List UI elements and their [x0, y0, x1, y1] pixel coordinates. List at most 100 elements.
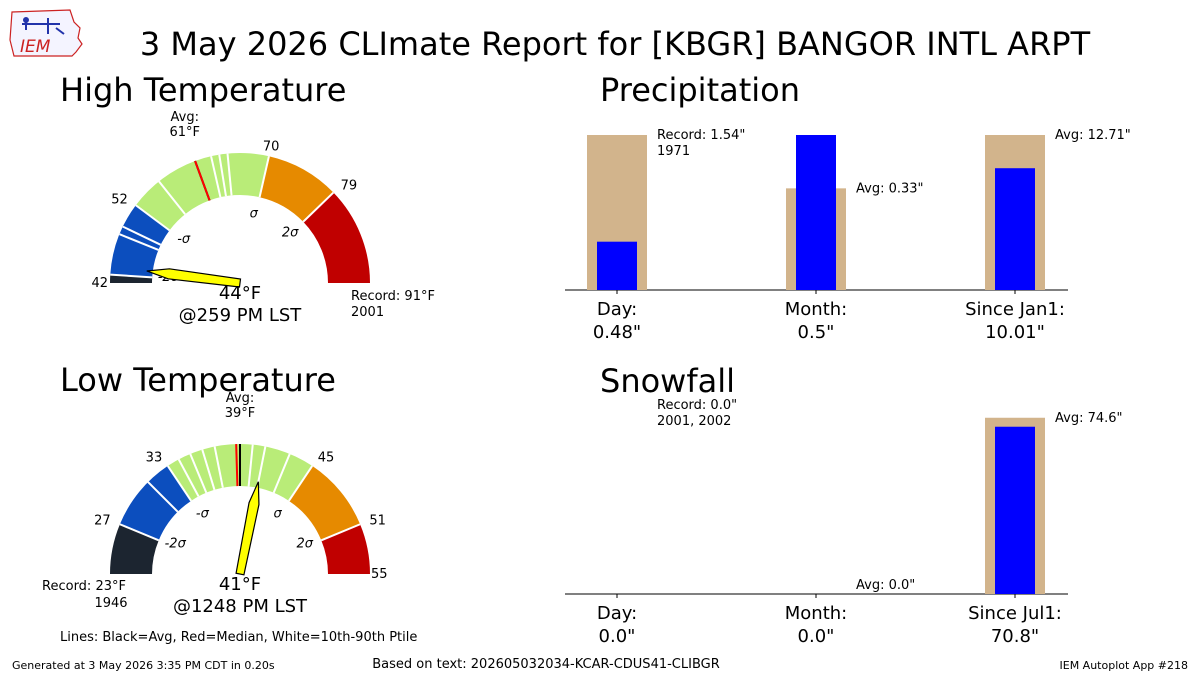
gauge-tick-label: 51 [369, 513, 386, 528]
snowfall-title: Snowfall [600, 362, 735, 400]
gauge-tick-label: 70 [263, 140, 280, 155]
percentile-line [119, 233, 159, 251]
gauge-band [135, 153, 269, 231]
category-label: Day: [597, 603, 637, 624]
bar-annotation: Record: 1.54" [657, 128, 745, 143]
sigma-label: σ [273, 507, 282, 522]
observed-time: @259 PM LST [179, 305, 303, 326]
observed-bar [597, 241, 637, 290]
observed-bar [995, 168, 1035, 290]
band-divider-line [135, 204, 171, 232]
gauge-band [119, 465, 192, 541]
sigma-label: 2σ [297, 537, 314, 552]
record-label: Record: 23°F [42, 579, 126, 594]
category-label: Since Jul1: [968, 603, 1062, 624]
category-value: 0.0" [798, 626, 835, 647]
low-temperature-title: Low Temperature [60, 361, 336, 399]
category-value: 70.8" [991, 626, 1039, 647]
lines-legend-note: Lines: Black=Avg, Red=Median, White=10th… [60, 630, 417, 645]
gauge-tick-label: 55 [371, 567, 388, 582]
category-value: 10.01" [985, 322, 1045, 343]
page-title: 3 May 2026 CLImate Report for [KBGR] BAN… [140, 25, 1091, 63]
snowfall-chart: Snowfall Day:0.0"Month:0.0"Since Jul1:70… [565, 362, 1123, 647]
percentile-line [147, 481, 179, 513]
anemometer-cup-icon [23, 17, 29, 23]
percentile-line [213, 446, 224, 488]
band-divider-line [110, 273, 153, 279]
average-label: Avg: [226, 391, 254, 406]
bar-annotation: Avg: 74.6" [1055, 411, 1123, 426]
percentile-line [226, 153, 233, 196]
category-label: Month: [785, 299, 847, 320]
gauge-tick-label: 79 [341, 179, 358, 194]
band-divider-line [288, 465, 314, 502]
record-year: 1946 [94, 596, 127, 611]
median-line [194, 160, 211, 201]
logo-text: IEM [20, 37, 51, 57]
percentile-line [177, 458, 200, 497]
needle-arrow [235, 481, 260, 576]
average-value: 61°F [169, 125, 200, 140]
gauge-band [110, 205, 170, 278]
percentile-line [218, 154, 227, 197]
high-temperature-title: High Temperature [60, 71, 346, 109]
percentile-line [247, 444, 254, 487]
precipitation-title: Precipitation [600, 71, 800, 109]
generated-footer: Generated at 3 May 2026 3:35 PM CDT in 0… [12, 659, 275, 672]
bar-annotation: 1971 [657, 144, 690, 159]
observed-value: 44°F [219, 283, 261, 304]
observed-time: @1248 PM LST [173, 596, 308, 617]
category-value: 0.5" [798, 322, 835, 343]
weather-station-icon [22, 18, 65, 35]
gauge-tick-label: 45 [318, 451, 335, 466]
band-divider-line [119, 523, 160, 542]
iem-logo: IEM [9, 9, 83, 57]
percentile-line [158, 180, 186, 215]
sigma-label: 2σ [282, 225, 299, 240]
bar-annotation: Record: 0.0" [657, 398, 737, 413]
average-value: 39°F [225, 406, 256, 421]
percentile-line [256, 446, 267, 488]
percentile-line [210, 156, 222, 198]
observed-bar [995, 426, 1035, 594]
category-value: 0.48" [593, 322, 641, 343]
percentile-line [122, 225, 162, 246]
average-label: Avg: [171, 110, 199, 125]
band-divider-line [320, 523, 361, 542]
sigma-label: σ [250, 206, 259, 221]
observed-value: 41°F [219, 574, 261, 595]
gauge-tick-label: 27 [94, 513, 111, 528]
observed-bar [796, 135, 836, 290]
category-label: Since Jan1: [965, 299, 1065, 320]
gauge-band [303, 192, 370, 283]
percentile-line [189, 453, 208, 494]
sigma-label: -σ [177, 232, 191, 247]
bar-annotation: Avg: 0.0" [856, 578, 915, 593]
gauge-band [259, 156, 334, 222]
percentile-line [272, 453, 291, 494]
app-footer: IEM Autoplot App #218 [1060, 659, 1189, 672]
gauge-band [110, 524, 159, 574]
band-divider-line [258, 156, 270, 198]
gauge-band [288, 465, 361, 541]
median-line [235, 444, 239, 487]
band-divider-line [166, 465, 192, 502]
high-temperature-gauge: High Temperature 42527079-2σ-σσ2σAvg:61°… [60, 71, 435, 326]
sigma-label: -σ [196, 507, 210, 522]
gauge-tick-label: 52 [111, 192, 128, 207]
category-label: Month: [785, 603, 847, 624]
gauge-tick-label: 42 [91, 276, 108, 291]
gauge-tick-label: 33 [146, 451, 163, 466]
sigma-label: -2σ [165, 537, 187, 552]
gauge-band [321, 524, 370, 574]
needle-arrow [146, 268, 242, 288]
bar-annotation: Avg: 0.33" [856, 181, 924, 196]
percentile-line [201, 449, 216, 491]
low-temperature-gauge: Low Temperature 27 33 45 51 55 -2σ -σ σ 2σ Avg:39… [42, 361, 388, 617]
category-value: 0.0" [599, 626, 636, 647]
category-label: Day: [597, 299, 637, 320]
record-year: 2001 [351, 305, 384, 320]
bar-annotation: Avg: 12.71" [1055, 128, 1131, 143]
